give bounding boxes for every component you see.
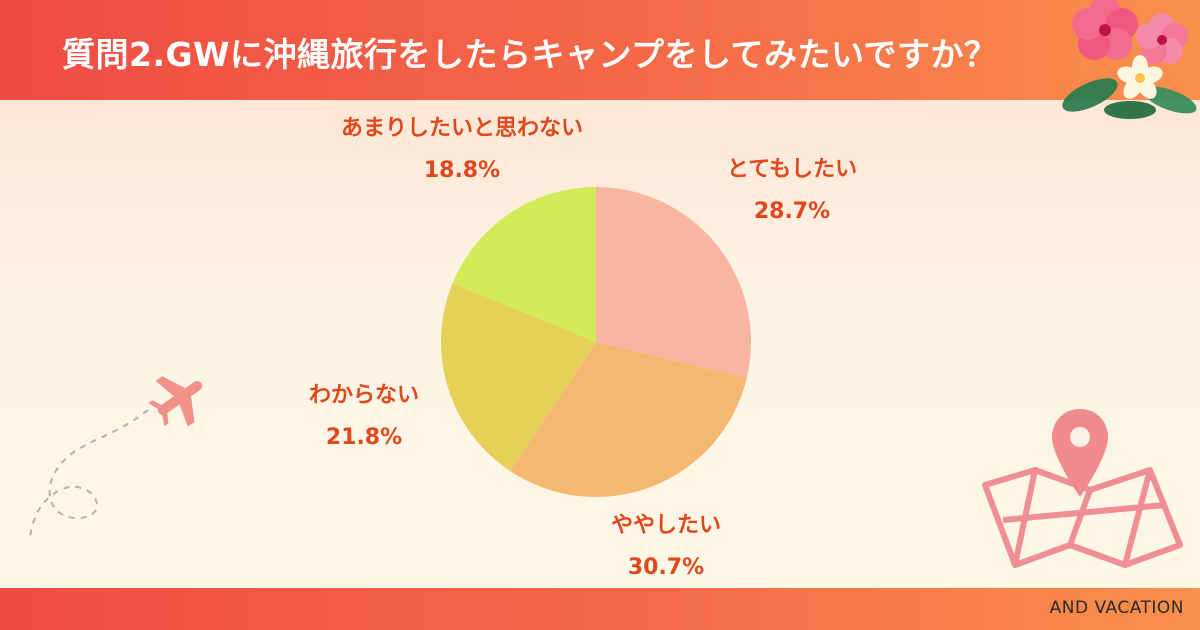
slice-value-label: 18.8%	[424, 158, 500, 183]
folded-map-icon	[982, 467, 1183, 568]
slice-value-label: 30.7%	[628, 555, 704, 580]
pie-slice	[440, 283, 596, 471]
slice-value-label: 21.8%	[326, 425, 402, 450]
pie-slice	[452, 187, 596, 342]
hibiscus-flower-icon	[1062, 0, 1197, 119]
map-pin-icon	[1052, 409, 1108, 497]
page-title: 質問2.GWに沖縄旅行をしたらキャンプをしてみたいですか？	[62, 35, 998, 74]
slice-value-label: 28.7%	[754, 199, 830, 224]
slice-label: とてもしたい	[727, 157, 857, 182]
footer-banner	[0, 588, 1200, 630]
header-banner	[0, 0, 1200, 100]
slice-label: わからない	[309, 383, 419, 408]
slice-label: ややしたい	[611, 513, 721, 538]
slice-label: あまりしたいと思わない	[341, 116, 583, 141]
pie-slice	[509, 342, 747, 498]
pie-slice	[596, 187, 751, 378]
brand-label: AND VACATION	[1049, 598, 1184, 618]
airplane-icon	[29, 376, 203, 539]
